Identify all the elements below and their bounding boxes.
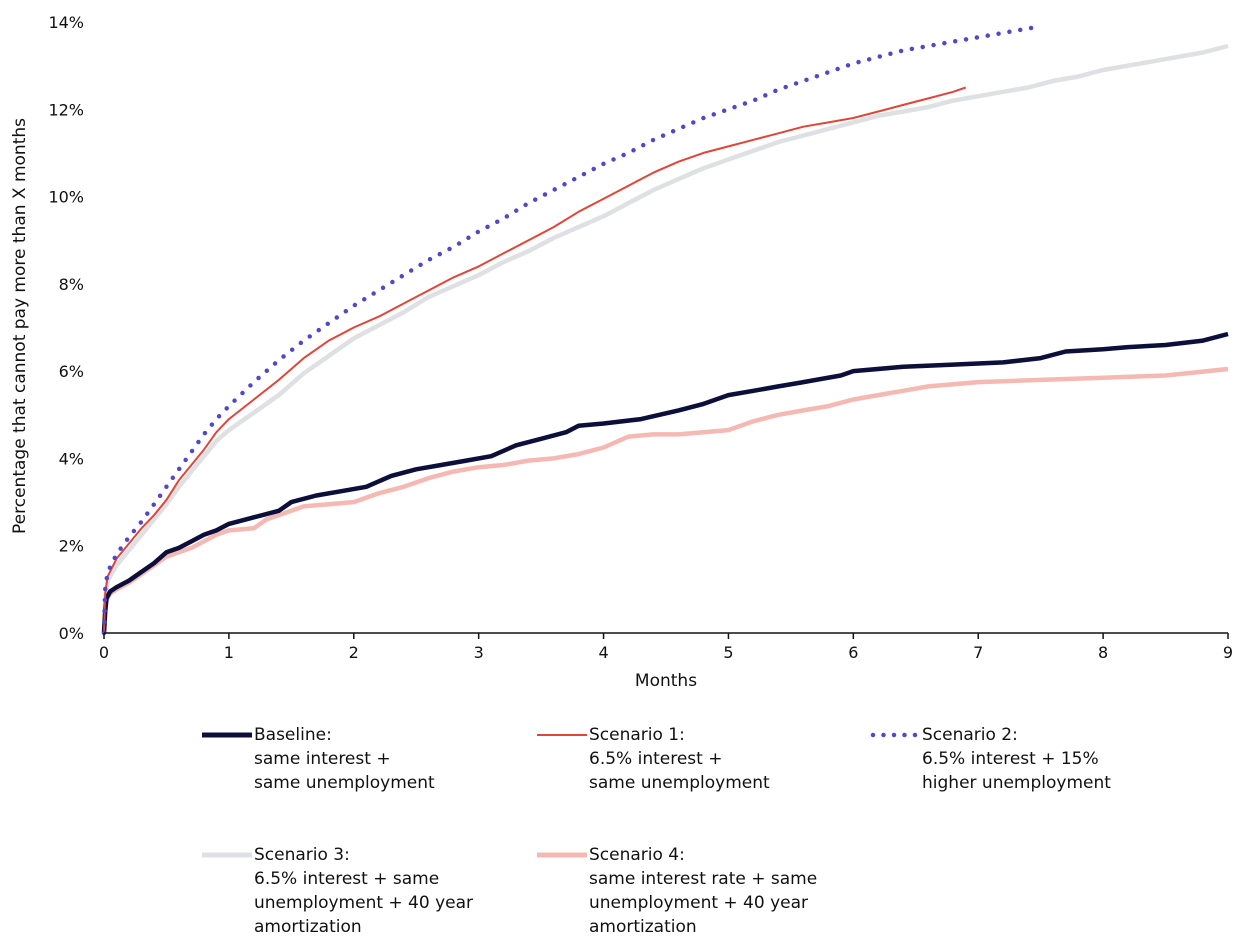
legend-line: same unemployment: [254, 773, 435, 793]
x-tick-label: 3: [474, 643, 484, 662]
y-tick-label: 8%: [59, 275, 84, 294]
legend-line: amortization: [254, 917, 362, 937]
legend-label-baseline: Baseline: same interest + same unemploym…: [254, 723, 435, 795]
legend-label-scenario-2: Scenario 2: 6.5% interest + 15% higher u…: [922, 723, 1111, 795]
legend-label-scenario-1: Scenario 1: 6.5% interest + same unemplo…: [589, 723, 770, 795]
series-line-baseline: [101, 331, 1229, 634]
legend-line: 6.5% interest + 15%: [922, 749, 1099, 769]
legend-swatch-baseline: [202, 732, 252, 738]
x-tick-label: 5: [723, 643, 733, 662]
y-axis-ticks: 0% 2% 4% 6% 8% 10% 12% 14%: [48, 13, 84, 643]
y-tick-label: 12%: [48, 100, 84, 119]
legend-line: Scenario 1:: [589, 725, 685, 745]
y-tick-label: 14%: [48, 13, 84, 32]
legend-swatch-scenario-2: [870, 732, 920, 738]
x-axis-label: Months: [635, 671, 697, 691]
y-tick-label: 6%: [59, 362, 84, 381]
legend-line: same interest rate + same: [589, 869, 818, 889]
legend-swatch-scenario-4: [537, 852, 587, 858]
x-axis-ticks: 0 1 2 3 4 5 6 7 8 9: [99, 633, 1233, 662]
legend-label-scenario-3: Scenario 3: 6.5% interest + same unemplo…: [254, 843, 473, 939]
legend-line: Baseline:: [254, 725, 332, 745]
line-chart: 0 1 2 3 4 5 6 7 8 9 0% 2% 4% 6% 8% 10% 12% 14% Months Pe…: [10, 13, 1233, 691]
legend-label-scenario-4: Scenario 4: same interest rate + same un…: [589, 843, 817, 939]
y-tick-label: 2%: [59, 537, 84, 556]
x-tick-label: 0: [99, 643, 109, 662]
series-layer: [101, 24, 1229, 636]
x-tick-label: 4: [598, 643, 608, 662]
legend-line: higher unemployment: [922, 773, 1111, 793]
x-tick-label: 8: [1098, 643, 1108, 662]
legend-line: 6.5% interest +: [589, 749, 723, 769]
y-axis-label: Percentage that cannot pay more than X m…: [10, 118, 30, 534]
legend-line: amortization: [589, 917, 697, 937]
x-tick-label: 1: [224, 643, 234, 662]
legend-line: unemployment + 40 year: [589, 893, 809, 913]
legend-line: Scenario 2:: [922, 725, 1018, 745]
series-line-scenario-4: [101, 366, 1229, 634]
x-tick-label: 7: [973, 643, 983, 662]
legend-swatch-scenario-3: [202, 852, 252, 858]
y-tick-label: 0%: [59, 624, 84, 643]
y-tick-label: 4%: [59, 449, 84, 468]
legend-line: Scenario 4:: [589, 845, 685, 865]
y-tick-label: 10%: [48, 188, 84, 207]
legend-line: 6.5% interest + same: [254, 869, 440, 889]
series-line-scenario-2: [101, 24, 1043, 636]
series-line-scenario-3: [101, 43, 1229, 634]
legend-swatch-scenario-1: [537, 734, 587, 736]
x-tick-label: 9: [1223, 643, 1233, 662]
legend-line: same interest +: [254, 749, 391, 769]
legend-line: same unemployment: [589, 773, 770, 793]
x-tick-label: 2: [349, 643, 359, 662]
legend-line: Scenario 3:: [254, 845, 350, 865]
series-line-scenario-1: [103, 86, 967, 634]
x-tick-label: 6: [848, 643, 858, 662]
legend-line: unemployment + 40 year: [254, 893, 474, 913]
